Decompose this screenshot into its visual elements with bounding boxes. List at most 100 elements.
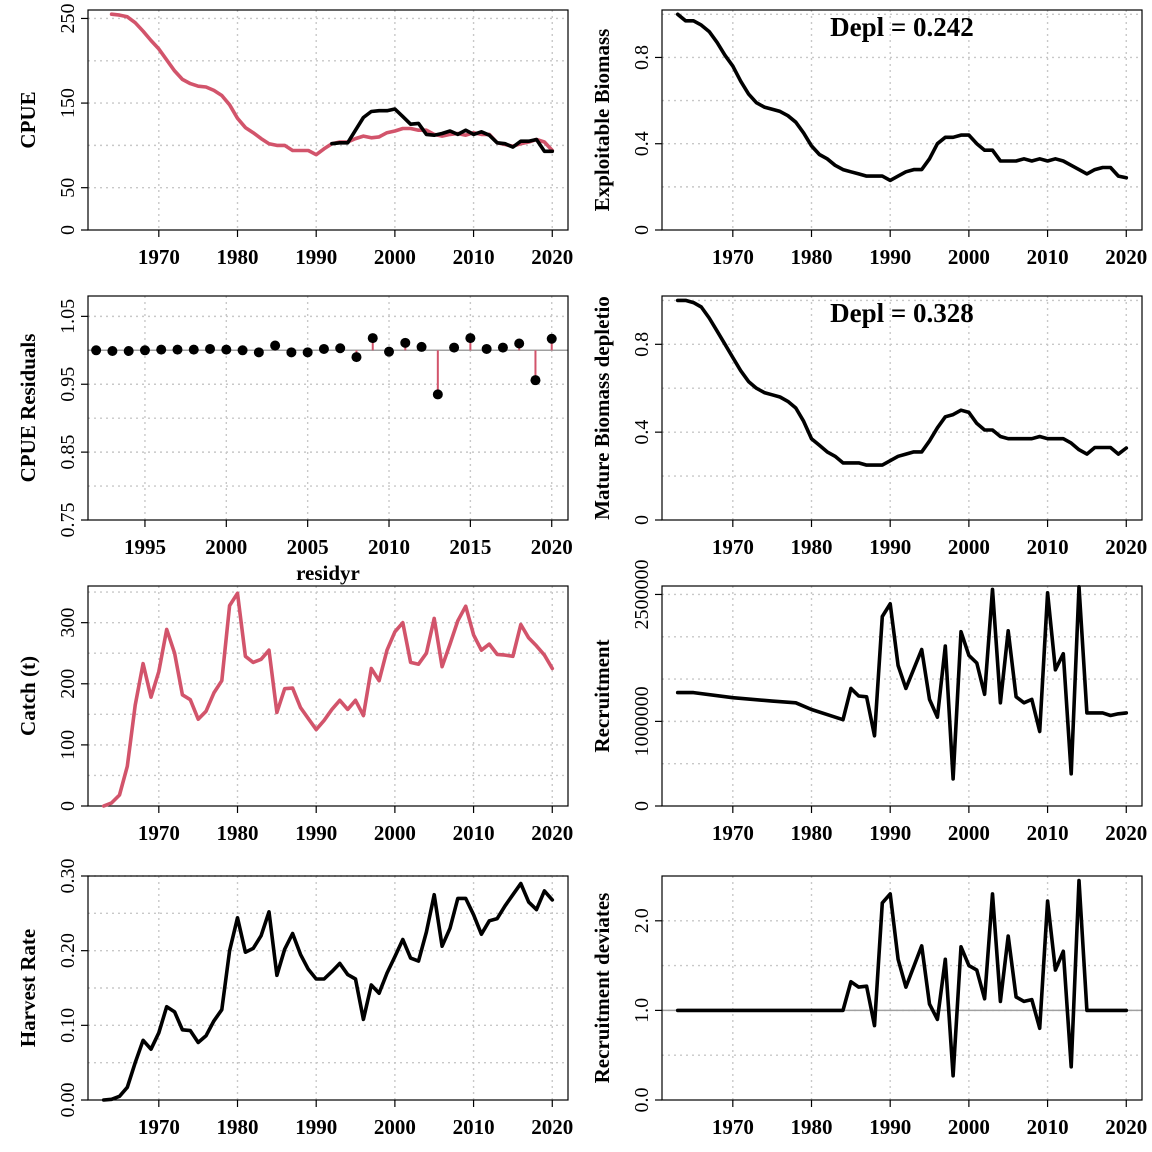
residual-point	[139, 345, 150, 356]
y-tick-label: 0	[631, 515, 653, 525]
y-tick-label: 2.0	[631, 908, 653, 933]
depletion-label: Depl = 0.242	[830, 12, 974, 42]
x-tick-label: 2010	[1027, 821, 1069, 845]
residual-point	[497, 342, 508, 353]
residual-point	[302, 347, 313, 358]
residual-point	[481, 343, 492, 354]
residual-point	[335, 343, 346, 354]
y-axis-title: Recruitment	[590, 639, 614, 752]
residual-point	[188, 344, 199, 355]
depletion-label: Depl = 0.328	[830, 298, 974, 328]
residual-point	[351, 352, 362, 363]
x-tick-label: 2000	[205, 535, 247, 559]
x-tick-label: 1970	[712, 245, 754, 269]
y-axis-title: CPUE Residuals	[16, 334, 40, 483]
residual-point	[237, 345, 248, 356]
x-tick-label: 2005	[287, 535, 329, 559]
y-axis-title: Mature Biomass depletio	[590, 296, 614, 520]
x-tick-label: 2000	[374, 245, 416, 269]
y-tick-label: 0.20	[57, 933, 79, 968]
series-line	[101, 591, 555, 808]
residual-point	[205, 343, 216, 354]
x-tick-label: 2020	[1105, 245, 1147, 269]
y-tick-label: 0.8	[631, 332, 653, 357]
residual-point	[416, 341, 427, 352]
y-tick-label: 0.95	[57, 367, 79, 402]
y-tick-label: 50	[57, 178, 79, 198]
x-tick-label: 2020	[531, 1115, 573, 1139]
y-tick-label: 0.4	[631, 131, 653, 156]
residual-point	[253, 347, 264, 358]
x-tick-label: 2020	[1105, 1115, 1147, 1139]
y-tick-label: 2500000	[631, 559, 653, 629]
x-tick-label: 1990	[869, 535, 911, 559]
x-tick-label: 1970	[712, 1115, 754, 1139]
y-tick-label: 0	[57, 801, 79, 811]
x-tick-label: 1970	[138, 245, 180, 269]
y-tick-label: 0.30	[57, 859, 79, 894]
y-axis-title: Catch (t)	[16, 656, 40, 736]
panel-catch: 1970 1980 1990 2000 2010 2020 0 100 200 300 Catch …	[16, 585, 573, 845]
y-tick-label: 0.85	[57, 435, 79, 470]
panel-recruit: 1970 1980 1990 2000 2010 2020 0 1000000 2500000 R…	[590, 559, 1147, 845]
panel-devs: 1970 1980 1990 2000 2010 2020 0.0 1.0 2.0 Recruit…	[590, 875, 1147, 1139]
y-tick-label: 0.0	[631, 1088, 653, 1113]
series-line	[675, 878, 1129, 1078]
plot-frame	[87, 9, 569, 231]
x-tick-label: 1980	[791, 1115, 833, 1139]
panel-mature: 1970 1980 1990 2000 2010 2020 0 0.4 0.8 Mature Bi…	[590, 295, 1147, 559]
x-tick-label: 1990	[295, 1115, 337, 1139]
x-tick-label: 1990	[869, 245, 911, 269]
residual-point	[465, 333, 476, 344]
plot-frame	[87, 875, 569, 1101]
y-tick-label: 0	[631, 225, 653, 235]
y-tick-label: 0.10	[57, 1008, 79, 1043]
y-tick-label: 1000000	[631, 686, 653, 756]
panel-cpue: 1970 1980 1990 2000 2010 2020 0 50 150 250 CPUE	[16, 3, 573, 269]
x-tick-label: 1990	[295, 821, 337, 845]
plot-frame	[661, 875, 1143, 1101]
x-tick-label: 2010	[453, 245, 495, 269]
x-tick-label: 1970	[138, 821, 180, 845]
residual-point	[172, 344, 183, 355]
y-tick-label: 250	[57, 3, 79, 33]
x-tick-label: 2000	[948, 821, 990, 845]
plot-frame	[661, 295, 1143, 521]
residual-point	[432, 389, 443, 400]
plot-frame	[661, 585, 1143, 807]
residual-point	[384, 346, 395, 357]
y-tick-label: 0.00	[57, 1083, 79, 1118]
x-tick-label: 2010	[1027, 1115, 1069, 1139]
series-line	[101, 881, 555, 1102]
y-axis-title: Recruitment deviates	[590, 893, 614, 1084]
x-tick-label: 2015	[449, 535, 491, 559]
series-line	[675, 298, 1129, 467]
residual-point	[107, 345, 118, 356]
x-tick-label: 1980	[217, 245, 259, 269]
x-tick-label: 1990	[869, 821, 911, 845]
residual-point	[400, 337, 411, 348]
x-tick-label: 1970	[138, 1115, 180, 1139]
residual-point	[318, 343, 329, 354]
x-tick-label: 2010	[453, 821, 495, 845]
x-tick-label: 1980	[791, 245, 833, 269]
series-line	[330, 107, 555, 154]
series-line	[675, 12, 1129, 183]
y-tick-label: 1.05	[57, 299, 79, 334]
plot-frame	[87, 295, 569, 521]
x-tick-label: 2000	[374, 821, 416, 845]
x-tick-label: 2000	[948, 245, 990, 269]
x-tick-label: 2000	[948, 535, 990, 559]
x-tick-label: 1970	[712, 821, 754, 845]
y-tick-label: 1.0	[631, 998, 653, 1023]
residual-point	[514, 338, 525, 349]
x-tick-label: 1990	[295, 245, 337, 269]
y-tick-label: 0	[57, 225, 79, 235]
x-tick-label: 1970	[712, 535, 754, 559]
x-tick-label: 1980	[217, 1115, 259, 1139]
x-tick-label: 2000	[948, 1115, 990, 1139]
panel-harvest: 1970 1980 1990 2000 2010 2020 0.00 0.10 0.20 0.30…	[16, 859, 573, 1140]
y-tick-label: 200	[57, 669, 79, 699]
residual-point	[449, 342, 460, 353]
